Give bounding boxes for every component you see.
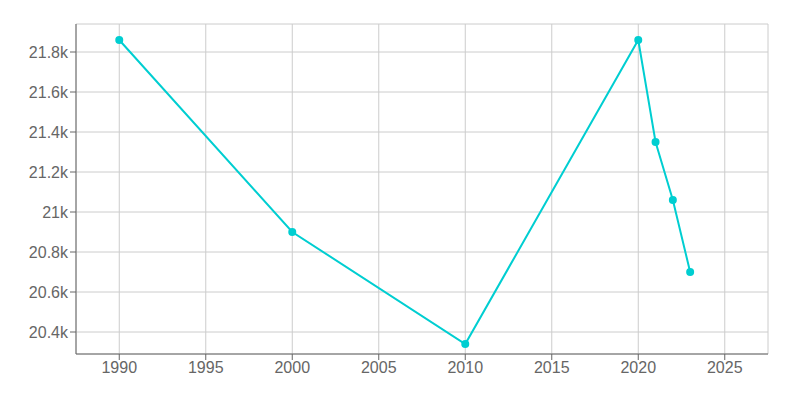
svg-text:21.6k: 21.6k	[29, 84, 69, 101]
svg-text:20.4k: 20.4k	[29, 324, 69, 341]
svg-text:20.6k: 20.6k	[29, 284, 69, 301]
svg-text:20.8k: 20.8k	[29, 244, 69, 261]
svg-text:2000: 2000	[274, 359, 310, 376]
svg-text:21.2k: 21.2k	[29, 164, 69, 181]
svg-text:1995: 1995	[188, 359, 224, 376]
svg-text:21.4k: 21.4k	[29, 124, 69, 141]
svg-text:2010: 2010	[447, 359, 483, 376]
svg-text:2015: 2015	[534, 359, 570, 376]
svg-text:2020: 2020	[620, 359, 656, 376]
svg-text:21.8k: 21.8k	[29, 44, 69, 61]
svg-text:2005: 2005	[361, 359, 397, 376]
svg-text:21k: 21k	[42, 204, 69, 221]
svg-text:2025: 2025	[707, 359, 743, 376]
svg-text:1990: 1990	[101, 359, 137, 376]
